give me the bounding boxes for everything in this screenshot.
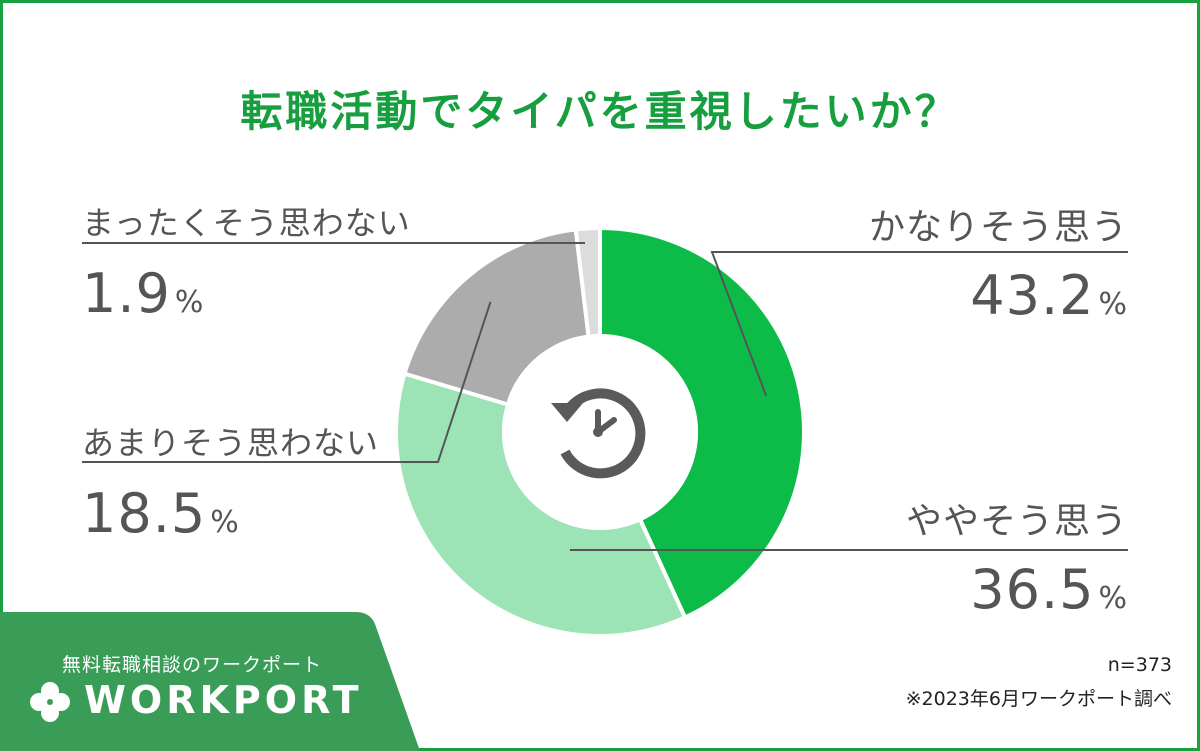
category-label: ややそう思う <box>905 501 1128 542</box>
survey-source: ※2023年6月ワークポート調べ <box>905 688 1172 710</box>
clock-refresh-icon <box>551 388 646 479</box>
value-label: 36.5% <box>748 558 1128 621</box>
value-number: 1.9 <box>82 262 171 325</box>
value-label: 18.5% <box>82 482 379 545</box>
value-label: 1.9% <box>82 262 411 325</box>
label-group-somewhat-agree: ややそう思う 36.5% <box>748 492 1128 621</box>
category-label: かなりそう思う <box>868 207 1128 248</box>
label-group-strongly-disagree: まったくそう思わない 1.9% <box>82 198 411 325</box>
value-number: 43.2 <box>970 264 1095 327</box>
brand-panel <box>0 612 420 751</box>
leader-somewhat-disagree <box>82 301 492 463</box>
category-label: まったくそう思わない <box>82 204 411 242</box>
category-label: あまりそう思わない <box>82 424 380 462</box>
sample-size: n=373 <box>1107 654 1172 676</box>
percent-unit: % <box>1098 287 1128 322</box>
value-label: 43.2% <box>748 264 1128 327</box>
brand-logo-text: WORKPORT <box>84 678 363 722</box>
percent-unit: % <box>210 505 240 540</box>
label-group-somewhat-disagree: あまりそう思わない 18.5% <box>82 418 379 545</box>
percent-unit: % <box>174 285 205 320</box>
brand-tagline: 無料転職相談のワークポート <box>62 654 323 676</box>
percent-unit: % <box>1098 581 1128 616</box>
value-number: 18.5 <box>82 482 207 545</box>
value-number: 36.5 <box>970 558 1095 621</box>
chart-title: 転職活動でタイパを重視したいか？ <box>240 87 960 136</box>
leader-strongly-agree <box>710 251 1128 397</box>
label-group-strongly-agree: かなりそう思う 43.2% <box>748 198 1128 327</box>
clover-icon <box>30 682 70 722</box>
